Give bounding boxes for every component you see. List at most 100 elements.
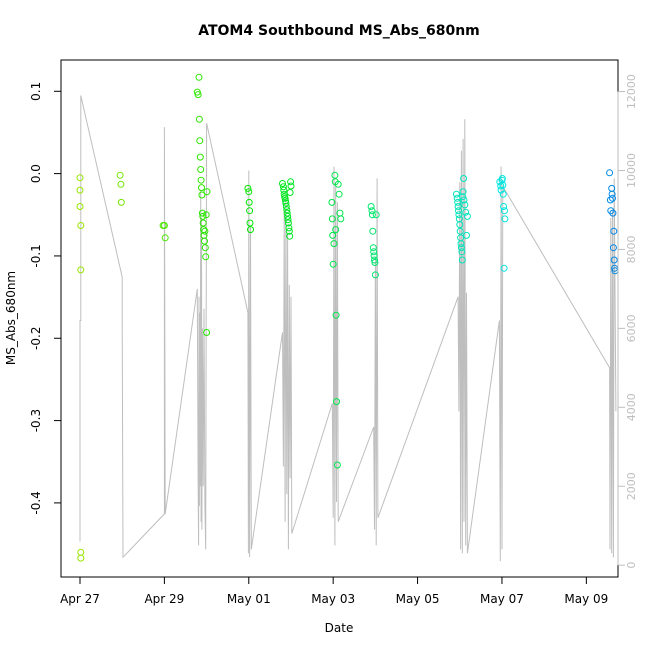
data-point: [286, 189, 294, 196]
x-tick-label: Apr 29: [144, 592, 184, 606]
right-axis: 0 2000 4000 6000 8000 10000 12000: [617, 74, 638, 569]
data-point: [246, 207, 254, 215]
data-point: [116, 171, 124, 179]
data-point: [202, 211, 210, 219]
data-point: [328, 215, 336, 223]
right-tick-label: 2000: [625, 472, 638, 500]
y-tick-label: 0.0: [29, 164, 43, 183]
y-axis: 0.1 0.0 -0.1 -0.2 -0.3 -0.4: [29, 82, 62, 515]
data-point: [499, 181, 507, 189]
right-tick-label: 12000: [625, 74, 638, 109]
data-point: [368, 207, 376, 215]
data-point: [372, 211, 380, 219]
data-point: [286, 232, 294, 240]
data-point: [332, 311, 340, 319]
x-axis-label: Date: [325, 621, 354, 635]
data-point: [455, 211, 463, 219]
data-point: [195, 73, 203, 81]
x-tick-label: May 05: [396, 592, 440, 606]
data-point: [370, 252, 378, 260]
data-point: [203, 329, 211, 336]
data-point: [459, 188, 467, 196]
data-point: [329, 231, 337, 239]
data-point: [203, 188, 211, 196]
data-point: [284, 216, 292, 224]
data-point: [371, 259, 379, 266]
data-point: [246, 219, 254, 227]
data-point: [199, 219, 207, 227]
data-point: [201, 244, 209, 252]
data-point: [77, 266, 85, 274]
data-point: [287, 182, 295, 190]
data-point: [196, 153, 204, 161]
data-point: [202, 253, 210, 261]
data-point: [279, 183, 287, 191]
data-point: [609, 244, 617, 252]
data-point: [201, 227, 209, 235]
data-point: [459, 193, 467, 201]
data-point: [369, 244, 377, 252]
data-point: [463, 212, 471, 220]
data-point: [77, 548, 85, 556]
secondary-line-layer: [79, 95, 617, 562]
data-point: [498, 175, 506, 182]
data-point: [198, 191, 206, 199]
y-tick-label: 0.1: [29, 82, 43, 101]
data-point: [463, 231, 470, 239]
data-point: [335, 190, 343, 198]
data-point: [337, 215, 345, 223]
data-point: [77, 554, 85, 562]
data-point: [455, 207, 462, 215]
data-point: [368, 211, 376, 219]
data-point: [606, 169, 614, 177]
right-tick-label: 6000: [625, 314, 638, 342]
data-point: [331, 171, 339, 179]
data-point: [328, 198, 336, 206]
data-point: [452, 190, 460, 198]
data-point: [76, 186, 84, 194]
y-tick-label: -0.2: [29, 327, 43, 350]
data-point: [117, 180, 125, 188]
data-point: [501, 207, 508, 215]
data-point: [367, 203, 375, 210]
data-point: [370, 248, 378, 256]
data-point: [610, 256, 618, 264]
data-point: [500, 203, 508, 210]
data-point: [245, 198, 253, 206]
data-point: [199, 212, 207, 220]
data-point: [283, 209, 291, 217]
data-point: [457, 240, 465, 248]
data-point: [458, 248, 466, 256]
data-point: [195, 115, 203, 123]
data-point: [457, 244, 465, 252]
data-point: [283, 206, 291, 214]
x-tick-label: May 09: [564, 592, 608, 606]
y-tick-label: -0.1: [29, 244, 43, 267]
data-point: [460, 175, 468, 182]
data-point: [284, 212, 292, 220]
data-point: [77, 222, 85, 229]
x-tick-label: May 03: [311, 592, 355, 606]
points-layer: [76, 73, 619, 562]
data-point: [160, 222, 168, 229]
secondary-series-line: [79, 95, 617, 562]
y-tick-label: -0.4: [29, 491, 43, 514]
data-point: [456, 221, 464, 229]
data-point: [501, 215, 509, 223]
data-point: [462, 208, 470, 216]
data-point: [454, 198, 462, 206]
data-point: [247, 226, 254, 234]
data-point: [609, 194, 616, 202]
data-point: [161, 234, 169, 242]
data-point: [198, 184, 205, 192]
data-point: [454, 203, 462, 210]
data-point: [333, 461, 341, 469]
data-point: [284, 219, 292, 227]
right-tick-label: 4000: [625, 393, 638, 421]
data-point: [369, 227, 377, 235]
data-point: [330, 240, 338, 248]
x-axis: Apr 27 Apr 29 May 01 May 03 May 05 May 07 May …: [60, 576, 608, 606]
data-point: [610, 227, 618, 235]
